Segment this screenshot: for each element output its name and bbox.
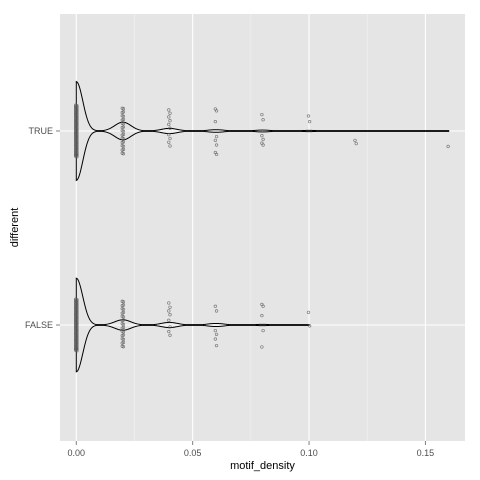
x-tick-label: 0.10 (300, 448, 318, 458)
data-point (167, 309, 171, 313)
y-axis-title: different (9, 208, 21, 248)
data-point (75, 155, 79, 159)
data-point (75, 349, 79, 353)
data-point (214, 134, 219, 139)
data-point (120, 118, 124, 122)
violin-layer (75, 80, 450, 373)
data-point (306, 114, 311, 118)
data-point (120, 326, 124, 330)
data-point (120, 318, 124, 323)
data-point (168, 119, 172, 123)
data-point (354, 141, 358, 146)
data-point (121, 122, 126, 126)
data-point (214, 143, 219, 147)
data-point (121, 322, 126, 326)
data-point (120, 148, 124, 152)
data-point (213, 337, 217, 341)
x-tick-label: 0.05 (184, 448, 202, 458)
data-point (121, 144, 126, 148)
data-point (308, 324, 312, 328)
data-point (214, 343, 219, 348)
data-point (167, 133, 171, 137)
data-point (121, 337, 126, 341)
data-point (120, 311, 124, 315)
data-point (168, 144, 172, 148)
data-point (214, 309, 219, 313)
data-point (308, 119, 312, 124)
plot-panel (60, 14, 465, 441)
data-point (167, 140, 171, 144)
data-point (261, 304, 265, 308)
data-point (167, 115, 171, 119)
data-point (167, 301, 171, 305)
x-axis-title: motif_density (230, 460, 295, 472)
data-point (120, 333, 124, 338)
data-point (120, 133, 124, 137)
data-point (353, 138, 357, 143)
data-point (120, 125, 124, 130)
data-point (213, 304, 217, 308)
data-point (168, 313, 172, 317)
data-point (121, 330, 126, 334)
data-point (167, 329, 171, 334)
point-layer (74, 103, 450, 353)
data-point (214, 109, 219, 113)
data-point (167, 122, 171, 127)
data-point (168, 126, 172, 130)
data-point (120, 140, 124, 145)
data-point (168, 305, 172, 309)
data-point (121, 114, 126, 118)
data-point (121, 129, 126, 133)
data-point (120, 341, 124, 345)
data-point (261, 118, 265, 122)
data-point (261, 143, 265, 147)
data-point (121, 107, 126, 111)
data-point (167, 318, 171, 322)
data-point (213, 328, 217, 333)
data-point (167, 108, 171, 112)
axis-layer: 0.00 0.05 0.10 0.15 FALSE TRUE (25, 126, 434, 458)
x-tick-label: 0.00 (68, 448, 86, 458)
data-point (213, 119, 217, 124)
data-point (214, 152, 219, 157)
y-tick-label: TRUE (29, 126, 54, 136)
data-point (260, 134, 264, 138)
violin-true (75, 80, 450, 182)
data-point (261, 137, 265, 142)
data-point (306, 310, 311, 315)
data-point (168, 111, 172, 115)
data-point (120, 110, 124, 115)
data-point (121, 307, 126, 312)
data-point (121, 300, 126, 304)
data-point (260, 345, 264, 349)
x-tick-label: 0.15 (417, 448, 435, 458)
data-point (261, 328, 265, 333)
y-tick-label: FALSE (25, 320, 53, 330)
data-point (121, 137, 126, 141)
data-point (120, 303, 124, 308)
data-point (121, 315, 126, 319)
data-point (260, 112, 264, 117)
data-point (168, 325, 172, 329)
data-point (121, 152, 126, 156)
data-point (168, 333, 172, 337)
violin-false (75, 277, 310, 373)
data-point (121, 345, 126, 349)
data-point (168, 136, 172, 141)
data-point (446, 144, 450, 149)
data-point (260, 313, 264, 318)
data-point (213, 138, 217, 143)
data-point (214, 332, 219, 337)
